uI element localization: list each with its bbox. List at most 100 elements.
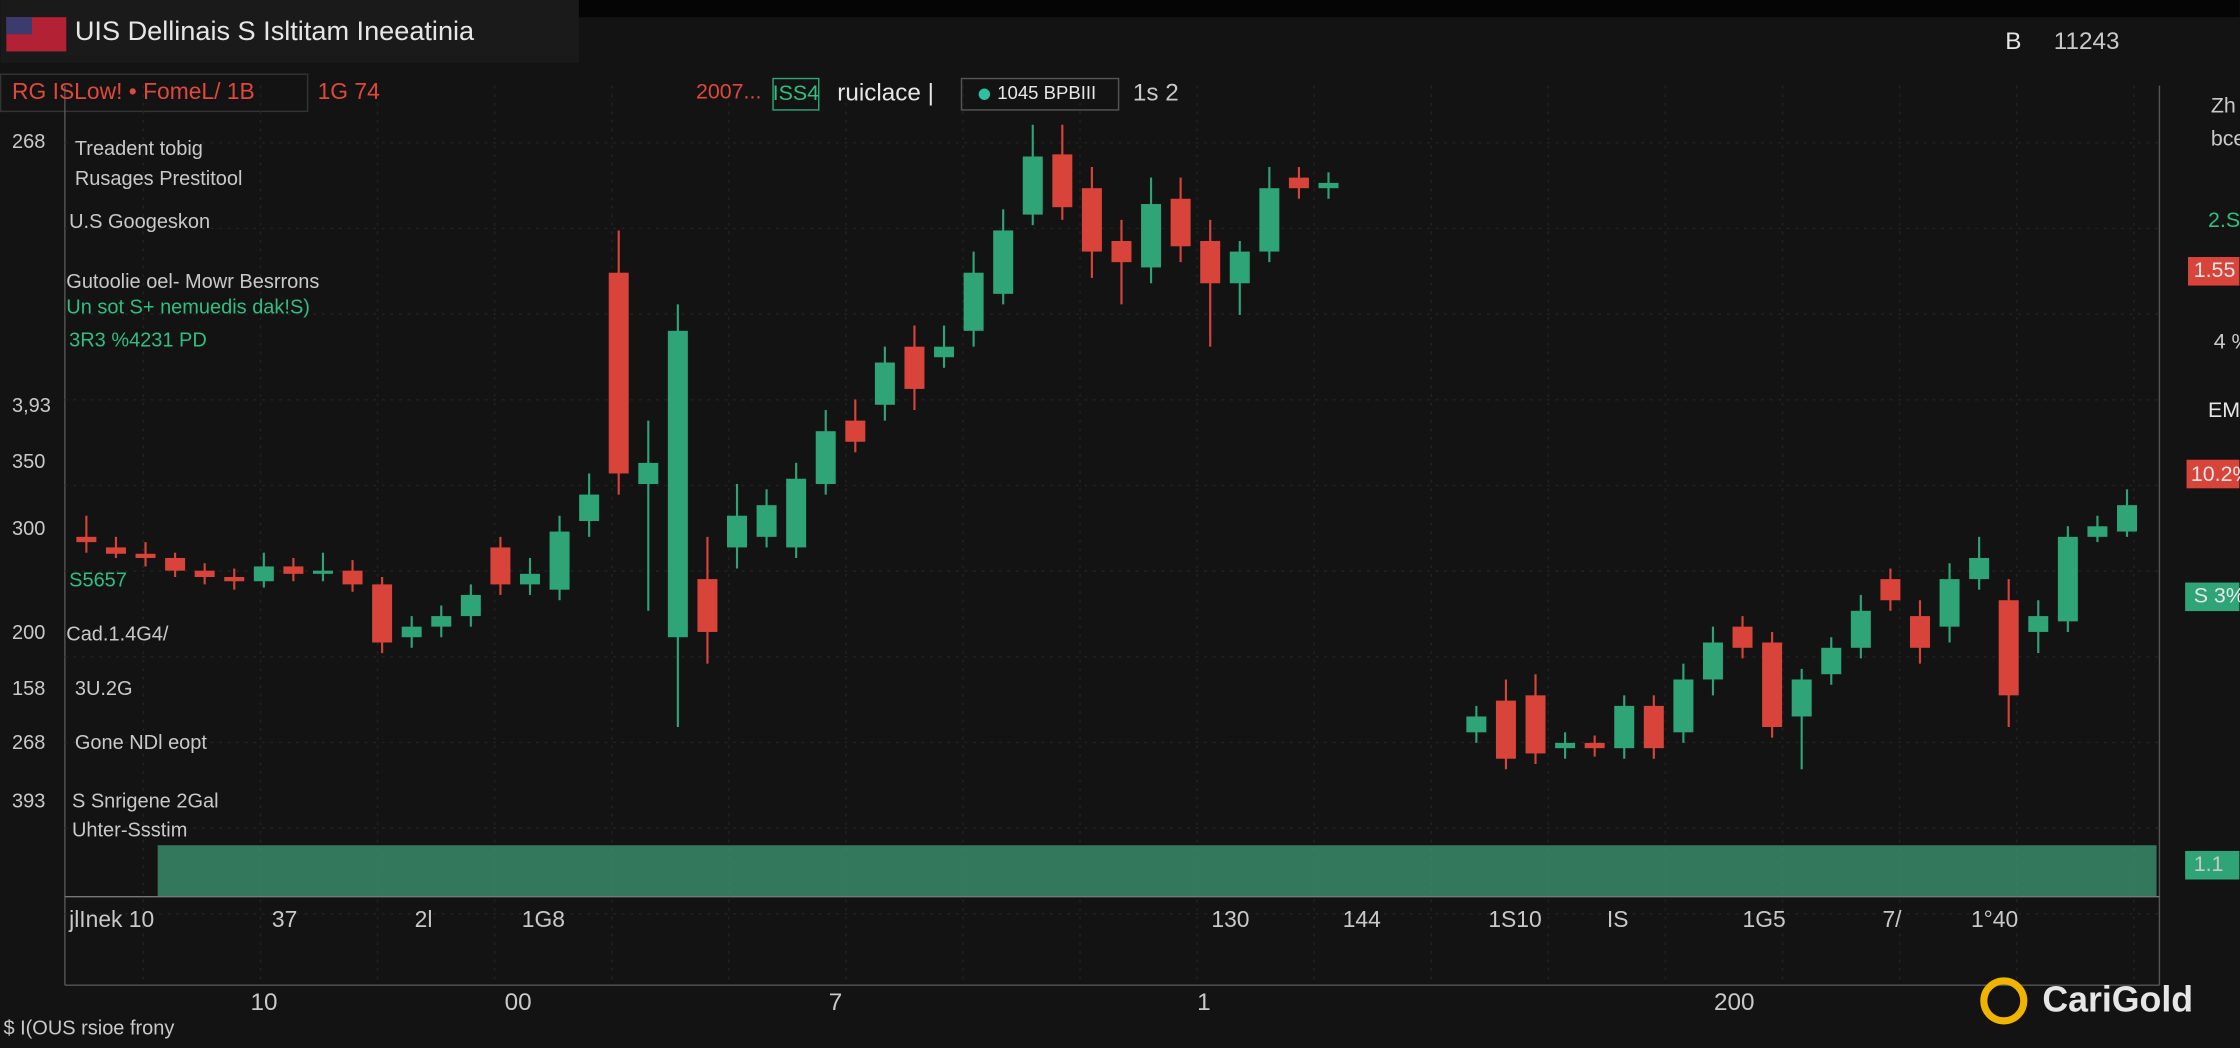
candle-body <box>993 230 1014 294</box>
candle-body <box>904 346 925 389</box>
candle-body <box>1170 198 1191 247</box>
time-label: 130 <box>1211 906 1249 932</box>
candle-body <box>1081 188 1102 252</box>
time-label: 1G5 <box>1743 906 1786 932</box>
price-label: 268 <box>12 732 45 754</box>
volume-band <box>157 845 2157 897</box>
year: 2007... <box>696 79 761 103</box>
right-label: 4 % <box>2214 329 2240 353</box>
time-label: IS <box>1607 906 1629 932</box>
candle-body <box>1614 705 1635 749</box>
price-tag <box>2186 459 2240 489</box>
right-label: 10.2% <box>2191 462 2240 486</box>
symbol[interactable]: RG ISLow! • FomeL/ 1B <box>12 78 255 104</box>
candle-body <box>2087 526 2108 537</box>
clock: 11243 <box>2054 28 2120 55</box>
candle-body <box>460 594 481 617</box>
candle-body <box>845 420 866 442</box>
time-label: 1G8 <box>522 906 565 932</box>
candle-body <box>76 536 97 543</box>
candle-body <box>1998 600 2019 696</box>
candle-body <box>1969 557 1990 580</box>
candle-body <box>1259 188 1280 252</box>
price-label: 200 <box>12 622 45 644</box>
price-label: 393 <box>12 791 45 813</box>
candle-body <box>1288 177 1309 189</box>
candle-body <box>372 584 393 643</box>
annotation: Treadent tobig <box>75 138 203 160</box>
time-label: 37 <box>272 906 297 932</box>
price-label: 300 <box>12 518 45 540</box>
right-label: 2.S <box>2208 208 2240 232</box>
candle-body <box>165 557 186 571</box>
chip[interactable]: ISS4 <box>773 81 820 105</box>
annotation: 3R3 %4231 PD <box>69 330 207 352</box>
price-label: 268 <box>12 131 45 153</box>
candle-body <box>283 566 304 574</box>
candle-body <box>2028 616 2049 632</box>
candle-body <box>1022 156 1043 215</box>
candle-body <box>1791 679 1812 717</box>
annotation: 3U.2G <box>75 678 133 700</box>
candle-body <box>1762 642 1783 728</box>
annotation: Un sot S+ nemuedis dak!S) <box>66 297 310 319</box>
annotation: S5657 <box>69 569 127 591</box>
price-tag <box>2187 257 2240 286</box>
right-label: EM <box>2208 398 2240 422</box>
footer: $ I(OUS rsioe frony <box>3 1018 174 1040</box>
candle-body <box>786 478 807 548</box>
candle-body <box>1200 241 1221 284</box>
right-label: 1.55 <box>2194 258 2236 282</box>
right-label: S 3% <box>2194 583 2240 607</box>
candle-body <box>1939 579 1960 627</box>
candle-body <box>1229 251 1250 284</box>
feed-box[interactable] <box>960 77 1120 111</box>
candle-body <box>1466 716 1487 733</box>
candle-body <box>1584 742 1605 749</box>
candle-body <box>1850 610 1871 648</box>
date-label: 7 <box>829 989 843 1016</box>
candle-body <box>431 616 452 627</box>
brand-logo <box>1980 977 2028 1025</box>
time-label: jlInek 10 <box>68 906 154 932</box>
candle-body <box>638 462 659 485</box>
title: UIS Dellinais S Isltitam Ineeatinia <box>75 15 475 46</box>
candles <box>76 124 2137 770</box>
candle-body <box>1732 626 1753 648</box>
candle-body <box>1880 579 1901 601</box>
candle-body <box>815 431 836 485</box>
candle-body <box>1909 616 1930 648</box>
flag-canton <box>6 17 33 35</box>
feed[interactable]: 1045 BPBIII <box>997 82 1096 103</box>
badge: B <box>2005 28 2021 55</box>
candle-body <box>253 566 274 582</box>
annotation: Rusages Prestitool <box>75 168 243 190</box>
candle-body <box>874 362 895 405</box>
candle-body <box>963 272 984 331</box>
zoom[interactable]: 1s 2 <box>1133 80 1179 107</box>
candle-body <box>1111 241 1132 263</box>
candle-body <box>1643 705 1664 749</box>
candle-body <box>1821 647 1842 675</box>
candle-body <box>1495 700 1516 759</box>
price-label: 350 <box>12 451 45 473</box>
right-label: Zh <box>2211 94 2236 118</box>
candle-body <box>224 576 245 582</box>
chip-box <box>772 77 820 111</box>
annotation: U.S Googeskon <box>69 211 210 233</box>
date-label: 00 <box>505 989 532 1016</box>
price-label: 158 <box>12 678 45 700</box>
candle-body <box>667 330 688 638</box>
candle-body <box>1702 642 1723 680</box>
candle-body <box>1673 679 1694 733</box>
candle-body <box>697 579 718 632</box>
time-label: 144 <box>1343 906 1381 932</box>
brand[interactable]: CariGold <box>2042 980 2193 1020</box>
change: 1G 74 <box>318 78 380 104</box>
candle-body <box>1052 154 1073 208</box>
top-bar <box>578 0 2240 18</box>
candle-body <box>194 570 215 577</box>
symbol-box <box>0 73 309 113</box>
mode[interactable]: ruiclace | <box>837 80 934 107</box>
candle-body <box>490 547 511 585</box>
